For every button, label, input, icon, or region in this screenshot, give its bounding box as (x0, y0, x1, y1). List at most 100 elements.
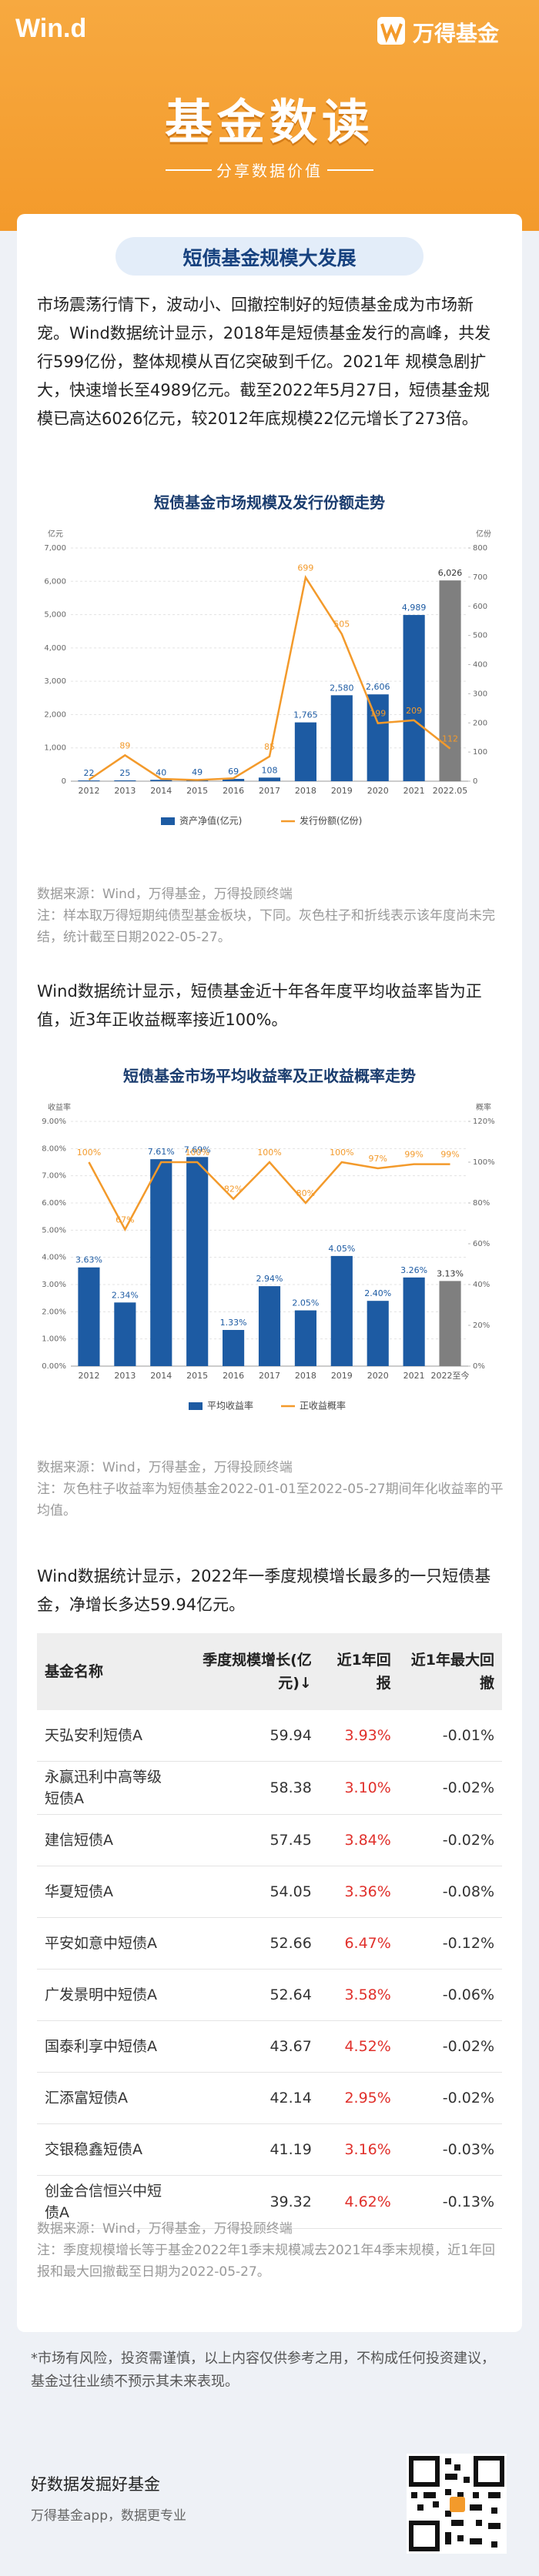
x-tick-label: 2022至今 (431, 1370, 470, 1381)
line-value-label: 67% (116, 1214, 134, 1225)
table-cell: 42.14 (183, 2072, 320, 2124)
table-cell: 永赢迅利中高等级短债A (37, 1761, 183, 1815)
table-cell: 39.32 (183, 2175, 320, 2229)
y-tick-label: 2.00% (42, 1308, 66, 1316)
line-value-label: 100% (77, 1148, 101, 1158)
y2-tick-label: 300 (473, 690, 487, 698)
y-tick-label: 5.00% (42, 1226, 66, 1235)
y-tick-label: 0 (62, 777, 66, 786)
line-value-label: 112 (442, 734, 458, 744)
table-cell: -0.12% (398, 1917, 502, 1970)
line-value-label: 99% (440, 1150, 459, 1160)
y2-tick-label: 100 (473, 748, 487, 757)
y-tick-label: 6,000 (44, 577, 66, 586)
x-tick-label: 2018 (295, 786, 316, 796)
footnote: 注：灰色柱子收益率为短债基金2022-01-01至2022-05-27期间年化收… (37, 1482, 504, 1519)
table-cell: 3.36% (319, 1866, 399, 1918)
line-value-label: 99% (404, 1150, 423, 1160)
y-tick-label: 4,000 (44, 644, 66, 653)
bar-value-label: 3.63% (75, 1255, 102, 1265)
brand: 万得基金 (413, 21, 500, 46)
table-row: 华夏短债A 54.05 3.36% -0.08% (37, 1866, 502, 1918)
qr-finder (474, 2456, 504, 2487)
table-wrap: 基金名称 季度规模增长(亿元)↓ 近1年回报 近1年最大回撤 天弘安利短债A 59.94 3… (37, 1633, 502, 2229)
line-value-label: 100% (185, 1148, 209, 1158)
y2-tick-label: 700 (473, 573, 487, 582)
bar-value-label: 108 (262, 765, 278, 775)
bar (439, 1281, 461, 1366)
table-cell: -0.01% (398, 1710, 502, 1762)
bar (403, 615, 425, 781)
bar-value-label: 22 (83, 768, 94, 778)
table-cell: 54.05 (183, 1866, 320, 1918)
table-cell: 43.67 (183, 2020, 320, 2073)
subtitle: 分享数据价值 (216, 162, 323, 180)
slogan: 好数据发掘好基金 (31, 2475, 160, 2494)
qr-modules (411, 2458, 500, 2548)
bar-value-label: 69 (228, 767, 239, 777)
x-tick-label: 2015 (186, 1371, 208, 1381)
line-value-label: 100% (330, 1148, 353, 1158)
y2-tick-label: 120% (473, 1118, 495, 1126)
section-tab (116, 237, 424, 276)
y-tick-label: 3,000 (44, 677, 66, 686)
x-tick-label: 2021 (403, 786, 425, 796)
x-tick-label: 2021 (403, 1371, 425, 1381)
line-value-label: 80% (296, 1188, 315, 1198)
bar (258, 777, 281, 781)
y-tick-label: 7,000 (44, 544, 66, 553)
bar-value-label: 2,580 (330, 683, 354, 693)
line-value-label: 89 (119, 740, 130, 750)
table-cell: 平安如意中短债A (37, 1917, 183, 1970)
y-tick-label: 3.00% (42, 1281, 66, 1289)
line (88, 1161, 450, 1232)
y2-tick-label: 40% (473, 1281, 490, 1289)
y2-axis-title: 亿份 (476, 529, 491, 539)
x-tick-label: 2015 (186, 786, 208, 796)
y-tick-label: 2,000 (44, 710, 66, 719)
line (88, 574, 451, 781)
bar-value-label: 40 (156, 767, 166, 777)
bar-value-label: 6,026 (438, 568, 463, 578)
x-tick-label: 2017 (259, 786, 280, 796)
table-row: 天弘安利短债A 59.94 3.93% -0.01% (37, 1710, 502, 1762)
x-tick-label: 2012 (78, 786, 99, 796)
chart-title: 短债基金市场规模及发行份额走势 (154, 493, 385, 512)
y-tick-label: 0.00% (42, 1362, 66, 1371)
bar-value-label: 2,606 (366, 682, 390, 692)
disclaimer: *市场有风险，投资需谨慎，以上内容仅供参考之用，不构成任何投资建议，基金过往业绩… (31, 2350, 495, 2390)
table-cell: 3.93% (319, 1710, 399, 1762)
table-cell: -0.13% (398, 2175, 502, 2229)
y2-axis-title: 概率 (476, 1102, 491, 1112)
table-cell: 57.45 (183, 1814, 320, 1866)
y2-tick-label: 100% (473, 1158, 495, 1167)
column-header: 近1年最大回撤 (398, 1633, 502, 1710)
y-tick-label: 6.00% (42, 1199, 66, 1208)
bar (114, 1302, 136, 1366)
paragraph: Wind数据统计显示，短债基金近十年各年度平均收益率皆为正值，近3年正收益概率接… (37, 982, 482, 1029)
y-tick-label: 1,000 (44, 744, 66, 753)
table-row: 永赢迅利中高等级短债A 58.38 3.10% -0.02% (37, 1761, 502, 1815)
qr-code (407, 2454, 507, 2554)
legend-label: 发行份额(亿份) (300, 815, 362, 827)
bar-value-label: 3.13% (437, 1268, 464, 1278)
table-cell: 交银稳鑫短债A (37, 2123, 183, 2176)
table-row: 汇添富短债A 42.14 2.95% -0.02% (37, 2072, 502, 2124)
bar (367, 1301, 389, 1366)
table-row: 平安如意中短债A 52.66 6.47% -0.12% (37, 1917, 502, 1970)
table-row: 交银稳鑫短债A 41.19 3.16% -0.03% (37, 2123, 502, 2176)
line-value-label: 505 (333, 620, 350, 630)
y2-tick-label: 600 (473, 603, 487, 611)
bar (223, 1330, 245, 1366)
bar (150, 780, 172, 781)
x-tick-label: 2022.05 (433, 786, 468, 796)
bar-value-label: 3.26% (400, 1265, 427, 1275)
table-cell: 华夏短债A (37, 1866, 183, 1918)
line-value-label: 199 (370, 709, 386, 719)
table-row: 广发景明中短债A 52.64 3.58% -0.06% (37, 1969, 502, 2021)
table-cell: 建信短债A (37, 1814, 183, 1866)
y-axis-title: 亿元 (48, 529, 63, 539)
x-tick-label: 2012 (78, 1371, 99, 1381)
